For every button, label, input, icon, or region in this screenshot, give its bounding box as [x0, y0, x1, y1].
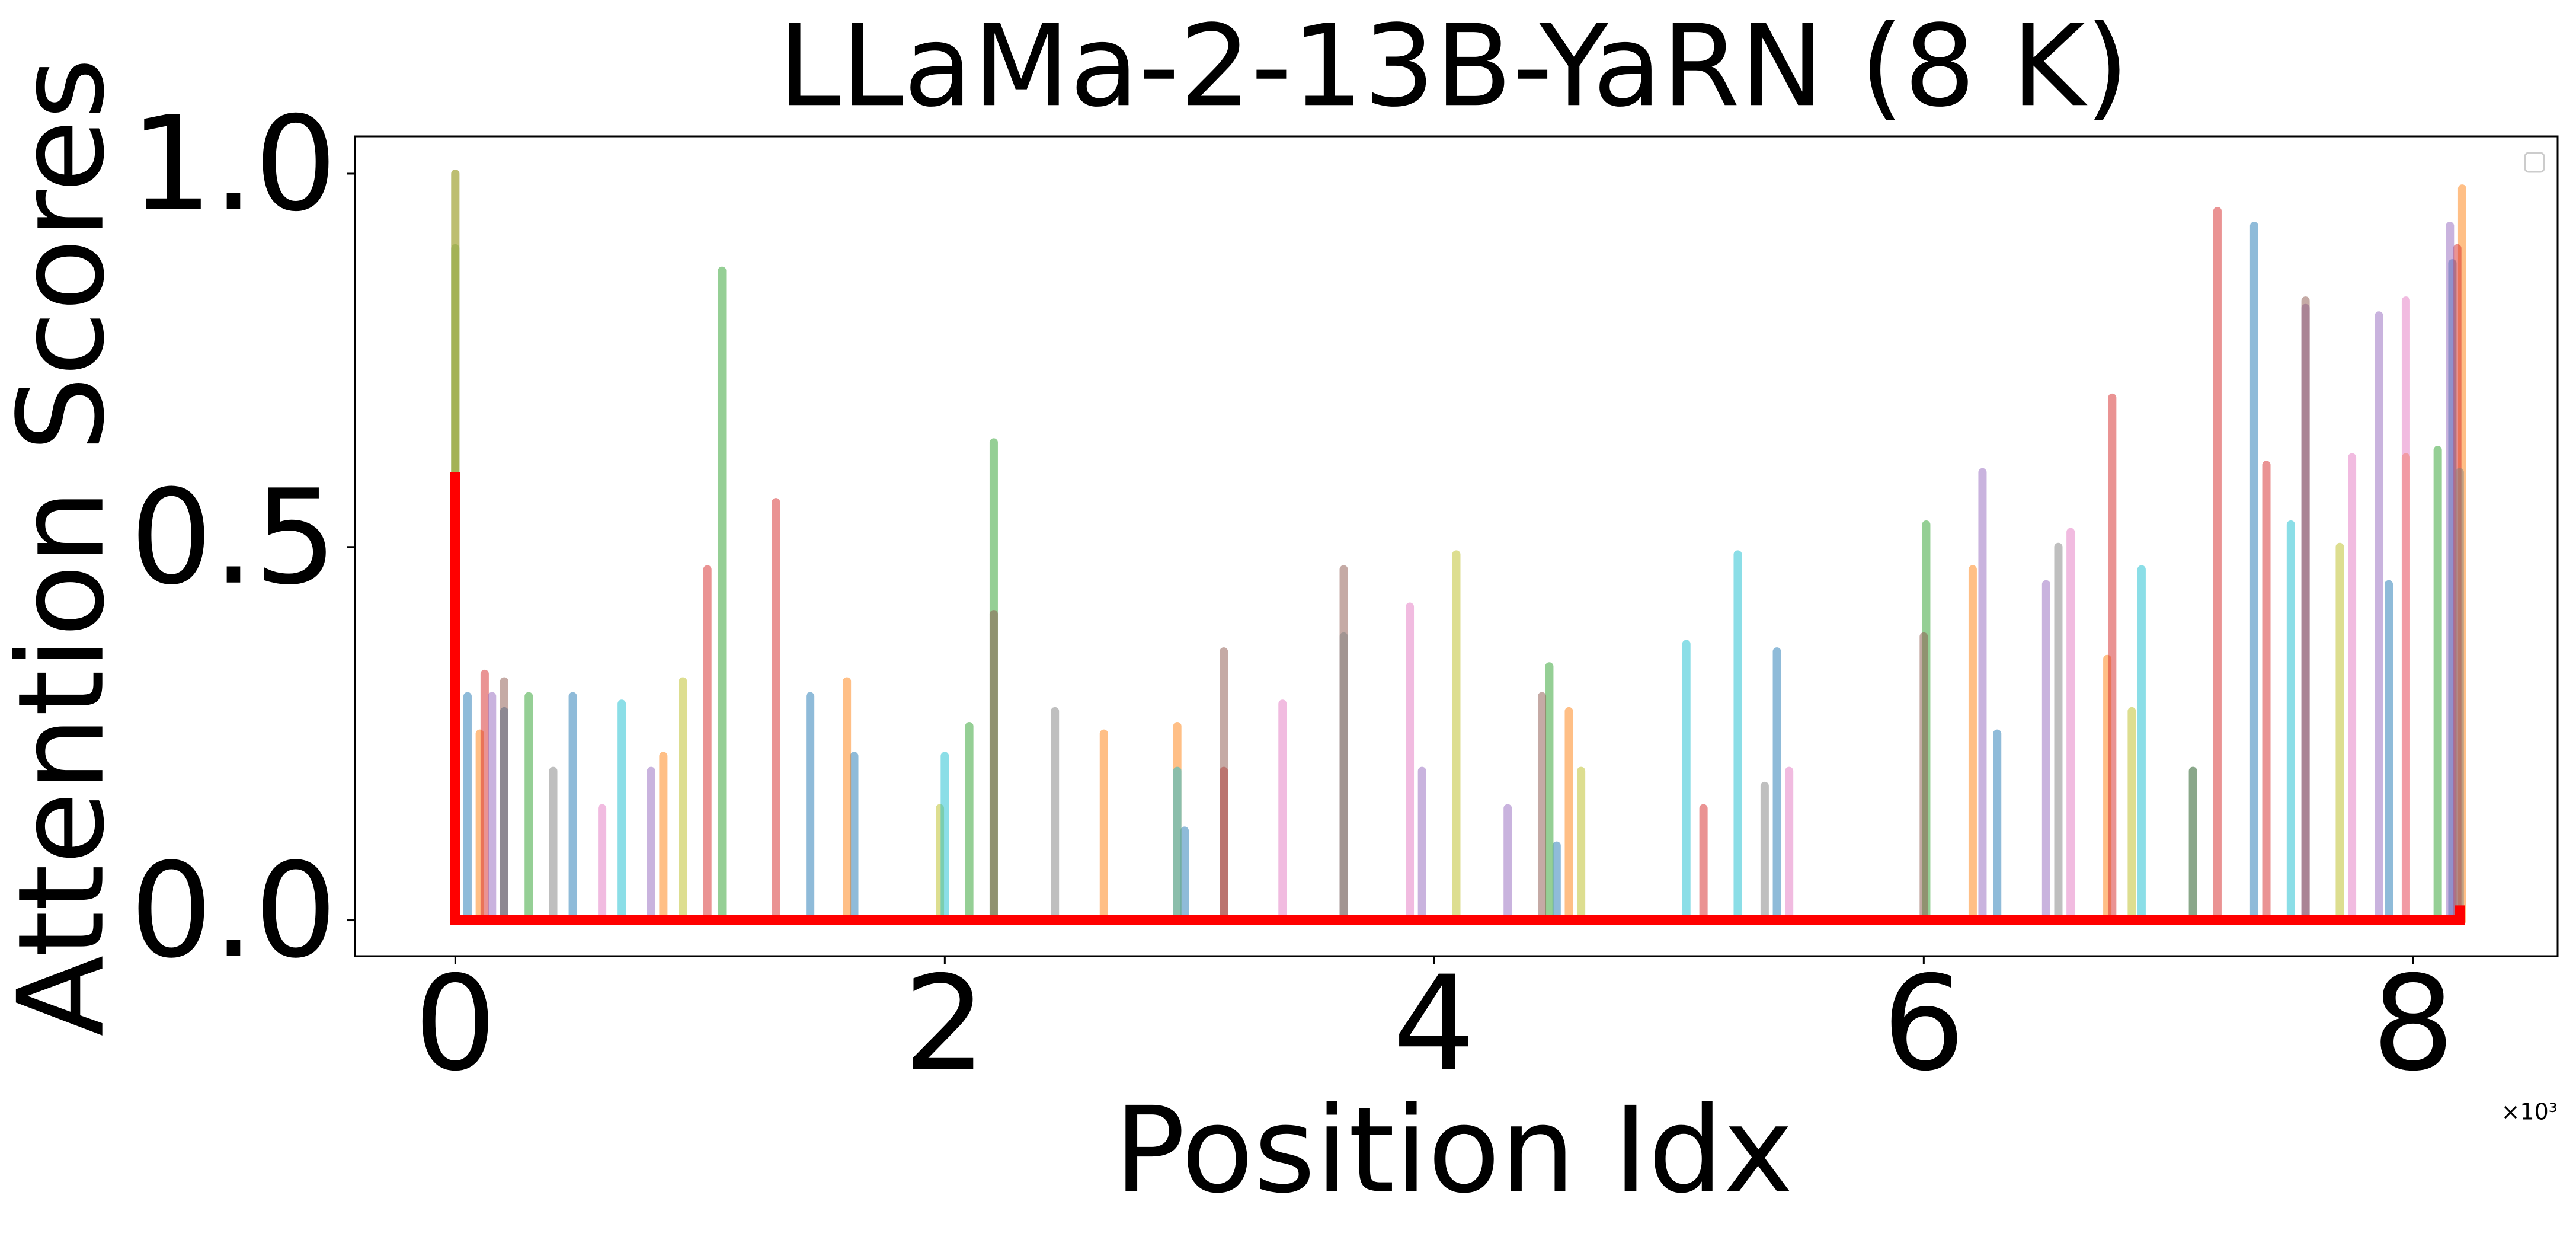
chart-title: LLaMa-2-13B-YaRN (8 K): [778, 1, 2129, 132]
series-line: [450, 472, 2465, 926]
y-tick-label: 0.0: [130, 835, 337, 987]
y-tick-label: 0.5: [130, 462, 337, 613]
x-tick-label: 6: [1882, 948, 1965, 1100]
y-axis-label: Attention Scores: [0, 58, 131, 1037]
x-tick-label: 4: [1393, 948, 1476, 1100]
x-offset-text: ×10³: [2501, 1099, 2558, 1125]
x-tick-label: 2: [903, 948, 986, 1100]
x-tick-label: 8: [2372, 948, 2455, 1100]
legend-box: [2524, 152, 2545, 173]
plot-area: [450, 169, 2466, 926]
x-axis-label: Position Idx: [1114, 1082, 1794, 1220]
y-tick-label: 1.0: [130, 88, 337, 240]
x-tick-label: 0: [414, 948, 497, 1100]
